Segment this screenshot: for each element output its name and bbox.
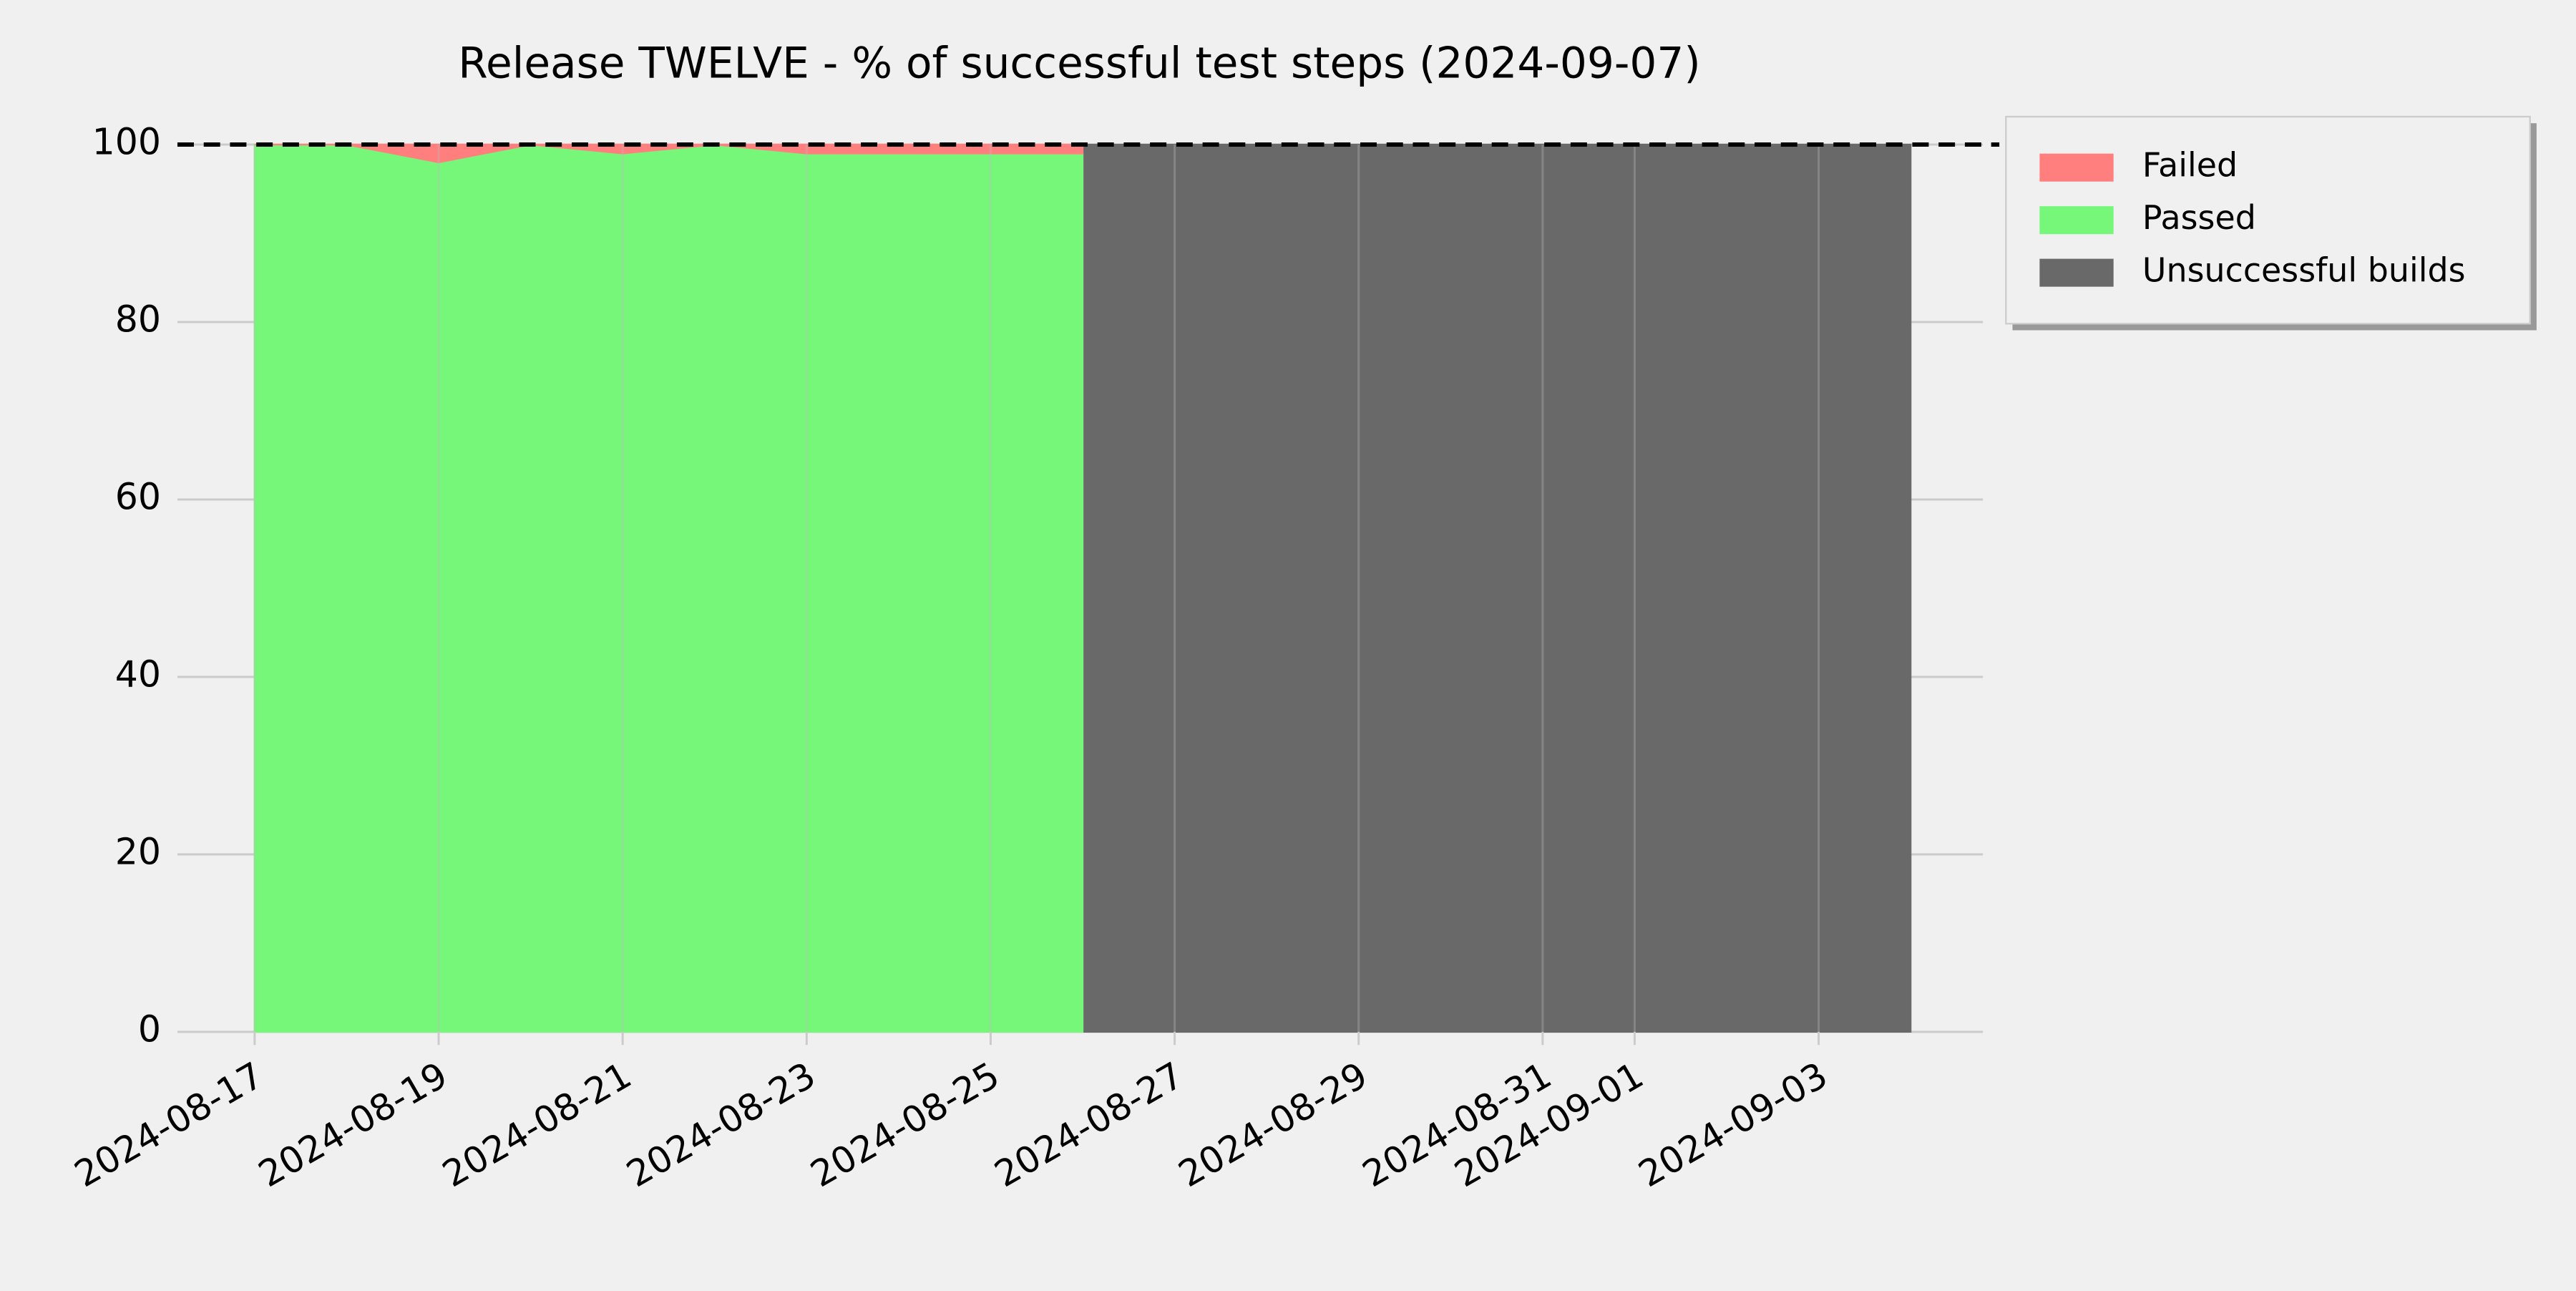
y-tick-label: 40 — [115, 653, 161, 695]
y-tick-label: 60 — [115, 475, 161, 517]
area — [1081, 143, 1912, 1033]
y-tick-label: 100 — [92, 121, 161, 163]
area — [253, 143, 1084, 1033]
legend-swatch — [2039, 258, 2114, 287]
y-tick-label: 0 — [138, 1008, 161, 1050]
legend: Failed Passed Unsuccessful builds — [2005, 115, 2537, 331]
y-tick-label: 80 — [115, 298, 161, 341]
chart-title: Release TWELVE - % of successful test st… — [458, 39, 1700, 88]
legend-swatch — [2039, 206, 2114, 235]
legend-swatch — [2039, 153, 2114, 182]
y-tick-label: 20 — [115, 830, 161, 872]
legend-label: Unsuccessful builds — [2142, 251, 2466, 290]
legend-label: Failed — [2142, 146, 2238, 185]
legend-label: Passed — [2142, 198, 2256, 237]
